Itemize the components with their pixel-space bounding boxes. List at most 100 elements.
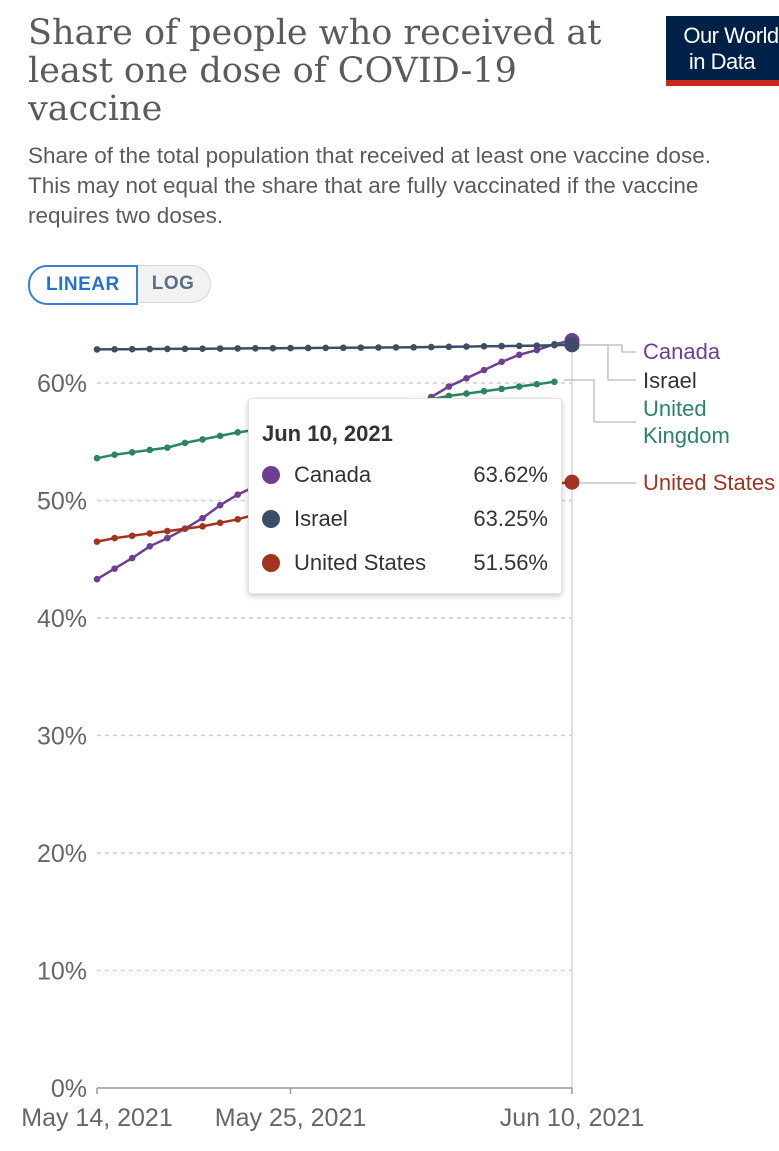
data-point — [551, 378, 558, 386]
series-end-label: Israel — [643, 368, 697, 393]
tooltip-row-united-states: United States 51.56% — [262, 548, 548, 578]
tooltip-row-canada: Canada 63.62% — [262, 460, 548, 490]
data-point — [234, 429, 242, 436]
data-point — [533, 342, 541, 349]
data-point — [93, 575, 101, 583]
data-point — [111, 451, 118, 458]
data-point — [146, 543, 154, 550]
data-point — [498, 358, 505, 366]
scale-toggle: LINEAR LOG — [28, 265, 212, 305]
y-tick-label: 30% — [37, 723, 87, 751]
chart-subtitle: Share of the total population that recei… — [28, 143, 711, 228]
series-end-label: Canada — [643, 339, 721, 364]
y-tick-label: 10% — [37, 958, 87, 986]
chart-title: Share of people who received at least on… — [28, 13, 602, 129]
x-tick-label: May 25, 2021 — [215, 1104, 367, 1132]
tooltip-dot-israel — [262, 510, 280, 528]
label-connector — [564, 379, 636, 423]
data-point — [564, 337, 580, 353]
tooltip-value: 63.62% — [473, 462, 548, 487]
data-point — [216, 432, 224, 440]
data-point — [375, 344, 382, 351]
data-point — [480, 366, 488, 374]
y-tick-label: 50% — [37, 488, 87, 516]
series-line — [96, 343, 573, 351]
data-point — [498, 342, 505, 350]
data-point — [515, 383, 523, 390]
data-point — [480, 343, 488, 350]
tooltip-value: 63.25% — [473, 506, 548, 531]
data-point — [427, 343, 435, 351]
x-tick-label: Jun 10, 2021 — [500, 1104, 645, 1132]
logo-line-1: Our World — [683, 23, 779, 48]
data-point — [181, 439, 189, 447]
data-point — [146, 530, 154, 537]
data-point — [410, 343, 417, 351]
data-point — [181, 345, 189, 353]
hover-tooltip: Jun 10, 2021 Canada 63.62% Israel 63.25%… — [248, 398, 562, 594]
data-point — [287, 344, 294, 352]
data-point — [199, 345, 206, 352]
data-point — [269, 344, 277, 352]
y-tick-label: 0% — [51, 1075, 87, 1103]
data-point — [164, 527, 171, 535]
tooltip-dot-united-states — [262, 554, 280, 572]
series-end-label: United — [643, 396, 707, 421]
data-point — [199, 514, 206, 522]
data-point — [234, 516, 242, 523]
logo-line-2: in Data — [688, 49, 756, 74]
data-point — [146, 446, 154, 454]
data-point — [146, 345, 154, 353]
data-point — [445, 392, 453, 400]
data-point — [498, 385, 505, 393]
log-scale-button[interactable]: LOG — [135, 265, 212, 303]
data-point — [463, 390, 470, 397]
data-point — [515, 351, 523, 359]
data-point — [445, 383, 453, 390]
tooltip-name: United States — [294, 550, 427, 575]
data-point — [357, 344, 365, 351]
data-point — [445, 343, 453, 351]
data-point — [164, 534, 171, 542]
data-point — [199, 436, 206, 443]
data-point — [216, 345, 224, 352]
data-point — [164, 444, 171, 451]
tooltip-row-israel: Israel 63.25% — [262, 504, 548, 534]
tooltip-dot-canada — [262, 466, 280, 484]
data-point — [128, 532, 136, 540]
tooltip-value: 51.56% — [473, 550, 548, 575]
data-point — [463, 343, 470, 350]
data-point — [533, 380, 541, 388]
data-point — [322, 344, 330, 352]
y-tick-label: 20% — [37, 840, 87, 868]
data-point — [216, 501, 224, 509]
axis-layer: 0% 10% 20% 30% 40% 50% 60% May 14, 2021 May 25, … — [21, 370, 644, 1132]
tooltip-name: Canada — [294, 462, 372, 487]
series-end-label: United States — [643, 470, 775, 495]
label-connector — [580, 344, 636, 381]
data-point — [551, 341, 558, 349]
data-point — [111, 345, 118, 353]
data-point — [216, 519, 224, 527]
owid-logo[interactable]: Our World in Data — [666, 16, 779, 86]
data-point — [111, 534, 118, 542]
tooltip-date: Jun 10, 2021 — [262, 421, 393, 446]
data-point — [128, 345, 136, 353]
y-tick-label: 40% — [37, 605, 87, 633]
data-point — [564, 474, 580, 490]
data-point — [93, 454, 101, 462]
data-point — [181, 525, 189, 532]
data-point — [339, 344, 347, 352]
data-point — [199, 523, 206, 530]
data-point — [128, 554, 136, 562]
data-point — [234, 345, 242, 352]
data-point — [234, 491, 242, 498]
data-point — [93, 538, 101, 545]
linear-scale-button[interactable]: LINEAR — [28, 265, 138, 305]
data-point — [304, 344, 312, 352]
tooltip-name: Israel — [294, 506, 348, 531]
data-point — [392, 344, 400, 351]
data-point — [480, 387, 488, 395]
data-point — [128, 449, 136, 456]
